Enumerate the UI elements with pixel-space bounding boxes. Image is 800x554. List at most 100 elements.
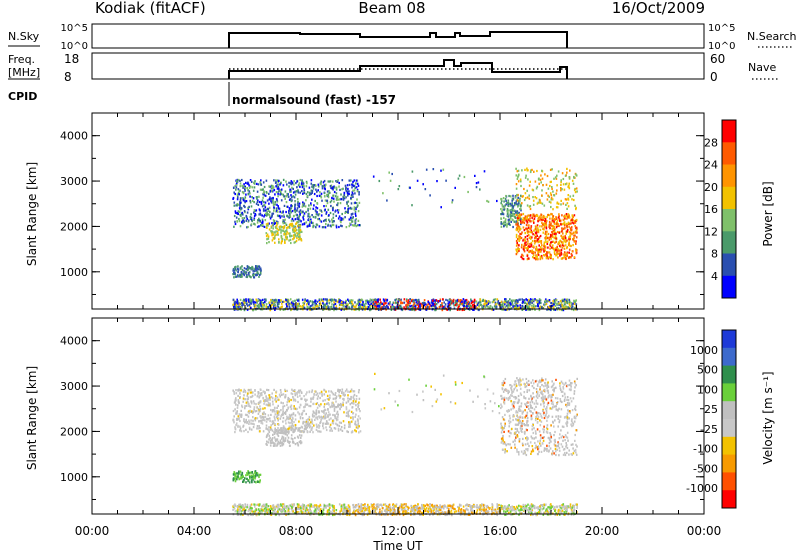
range-gate-cell [556, 251, 558, 254]
range-gate-cell [252, 309, 254, 312]
range-gate-cell [259, 302, 262, 305]
range-gate-cell [260, 183, 263, 186]
range-gate-cell [318, 213, 321, 216]
range-gate-cell [245, 299, 247, 303]
range-gate-cell [527, 247, 529, 250]
range-gate-cell [301, 211, 303, 214]
range-gate-cell [259, 511, 261, 514]
range-gate-cell [364, 299, 367, 302]
range-gate-cell [550, 212, 552, 216]
range-gate-cell [555, 206, 558, 209]
range-gate-cell [316, 190, 318, 193]
range-gate-cell [291, 182, 294, 185]
range-gate-cell [564, 215, 567, 219]
range-gate-cell [341, 212, 343, 216]
range-gate-cell [535, 248, 537, 252]
range-gate-cell [340, 217, 342, 220]
range-gate-cell [296, 198, 299, 201]
range-gate-cell [312, 187, 315, 190]
range-gate-cell [476, 504, 478, 507]
range-gate-cell [515, 223, 517, 226]
range-gate-cell [329, 185, 332, 188]
range-gate-cell [237, 508, 239, 511]
range-gate-cell [243, 309, 246, 312]
range-gate-cell [285, 512, 287, 515]
range-gate-cell [331, 187, 333, 190]
range-gate-cell [370, 302, 372, 305]
range-gate-cell [543, 223, 546, 226]
range-gate-cell [315, 213, 318, 216]
range-gate-cell [409, 305, 411, 308]
range-gate-cell [449, 301, 452, 304]
range-gate-cell [234, 303, 236, 306]
range-gate-cell [491, 306, 494, 309]
range-gate-cell [242, 513, 244, 516]
range-gate-cell [439, 506, 442, 509]
range-gate-cell [353, 308, 356, 311]
range-gate-cell [239, 503, 242, 506]
range-gate-cell [514, 196, 517, 199]
range-gate-cell [257, 199, 259, 202]
range-gate-cell [419, 303, 421, 306]
range-gate-cell [303, 202, 306, 205]
range-gate-cell [368, 305, 370, 309]
range-gate-cell [284, 222, 287, 225]
range-gate-cell [345, 507, 347, 510]
range-gate-cell [406, 505, 409, 508]
range-gate-cell [307, 207, 309, 210]
range-gate-cell [515, 244, 518, 247]
range-gate-cell [539, 299, 542, 302]
range-gate-cell [294, 207, 296, 210]
range-gate-cell [526, 508, 529, 512]
range-gate-cell [239, 179, 241, 182]
range-gate-cell [531, 168, 533, 171]
range-gate-cell [359, 303, 362, 307]
range-gate-cell [353, 206, 356, 209]
range-gate-cell [317, 218, 319, 221]
range-gate-cell [531, 508, 534, 512]
range-gate-cell [526, 303, 529, 306]
range-gate-cell [398, 298, 400, 301]
range-gate-cell [573, 214, 576, 217]
range-gate-cell [513, 304, 515, 308]
range-gate-cell [258, 217, 260, 220]
nsky-tick-top: 10^5 [61, 23, 88, 34]
range-gate-cell [280, 306, 283, 309]
range-gate-cell [528, 194, 530, 197]
range-gate-cell [275, 208, 278, 211]
range-gate-cell [566, 202, 569, 205]
range-gate-cell [547, 256, 550, 259]
range-gate-cell [518, 213, 521, 216]
range-gate-cell [483, 504, 486, 507]
range-gate-cell [574, 221, 577, 224]
range-gate-cell [479, 505, 481, 508]
range-gate-cell [297, 184, 300, 187]
range-gate-cell [257, 503, 260, 506]
range-gate-cell [566, 171, 568, 174]
range-gate-cell [395, 301, 397, 304]
range-gate-cell [455, 510, 458, 513]
range-gate-cell [446, 513, 449, 516]
range-gate-cell [518, 235, 520, 238]
range-gate-cell [326, 202, 329, 205]
range-gate-cell [426, 304, 428, 307]
range-gate-cell [467, 300, 470, 303]
range-gate-cell [524, 239, 526, 242]
range-gate-cell [511, 199, 513, 202]
range-gate-cell [518, 504, 520, 507]
range-gate-cell [416, 303, 418, 306]
range-gate-cell [243, 510, 246, 513]
range-gate-cell [287, 505, 289, 508]
range-gate-cell [342, 504, 344, 507]
range-gate-cell [513, 220, 516, 223]
range-gate-cell [551, 234, 554, 237]
range-gate-cell [451, 513, 453, 517]
range-gate-cell [534, 305, 537, 308]
range-gate-cell [387, 504, 390, 507]
range-gate-cell [520, 209, 522, 212]
range-gate-cell [563, 238, 566, 241]
range-gate-cell [568, 214, 570, 217]
range-gate-cell [248, 271, 251, 274]
range-gate-cell [556, 189, 558, 192]
range-gate-cell [516, 222, 519, 225]
